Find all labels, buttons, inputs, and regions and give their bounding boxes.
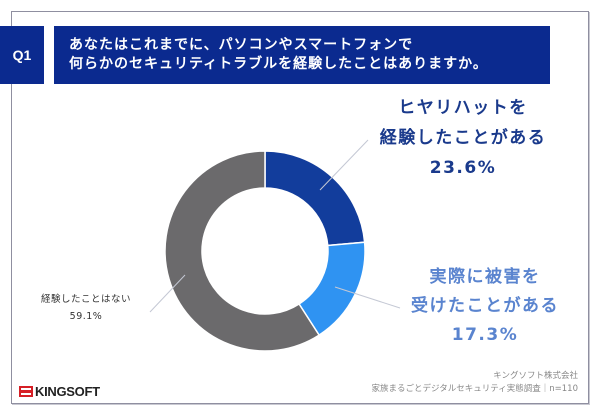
kingsoft-logo: KINGSOFT xyxy=(19,384,100,399)
leader-line-near-miss xyxy=(319,139,369,191)
source-survey: 家族まるごとデジタルセキュリティ実態調査｜n=110 xyxy=(371,384,578,394)
label-near-miss-line1: ヒヤリハットを xyxy=(398,98,528,118)
kingsoft-logo-text: KINGSOFT xyxy=(35,384,100,399)
question-number: Q1 xyxy=(12,47,32,63)
label-damaged: 実際に被害を 受けたことがある 17.3% xyxy=(400,263,570,350)
kingsoft-logo-icon xyxy=(19,386,33,397)
label-damaged-line2: 受けたことがある xyxy=(411,296,559,316)
label-damaged-line1: 実際に被害を xyxy=(429,267,541,287)
source-note: キングソフト株式会社 家族まるごとデジタルセキュリティ実態調査｜n=110 xyxy=(371,370,578,396)
label-never-line1: 経験したことはない xyxy=(40,294,131,305)
label-near-miss-value: 23.6% xyxy=(429,158,497,178)
label-never: 経験したことはない 59.1% xyxy=(26,291,146,325)
label-damaged-value: 17.3% xyxy=(451,325,519,345)
slice-near-miss xyxy=(264,150,366,247)
question-title-line1: あなたはこれまでに、パソコンやスマートフォンで xyxy=(69,37,414,53)
leader-line-damaged xyxy=(334,286,401,309)
slice-never xyxy=(164,150,321,352)
question-title-line2: 何らかのセキュリティトラブルを経験したことはありますか。 xyxy=(69,56,488,72)
label-near-miss: ヒヤリハットを 経験したことがある 23.6% xyxy=(368,93,558,183)
label-never-value: 59.1% xyxy=(69,311,103,322)
source-company: キングソフト株式会社 xyxy=(493,371,578,381)
label-near-miss-line2: 経験したことがある xyxy=(379,128,547,148)
question-title: あなたはこれまでに、パソコンやスマートフォンで 何らかのセキュリティトラブルを経… xyxy=(54,26,550,84)
question-number-badge: Q1 xyxy=(0,26,44,84)
slide-frame xyxy=(11,11,589,404)
leader-line-never xyxy=(149,274,186,313)
